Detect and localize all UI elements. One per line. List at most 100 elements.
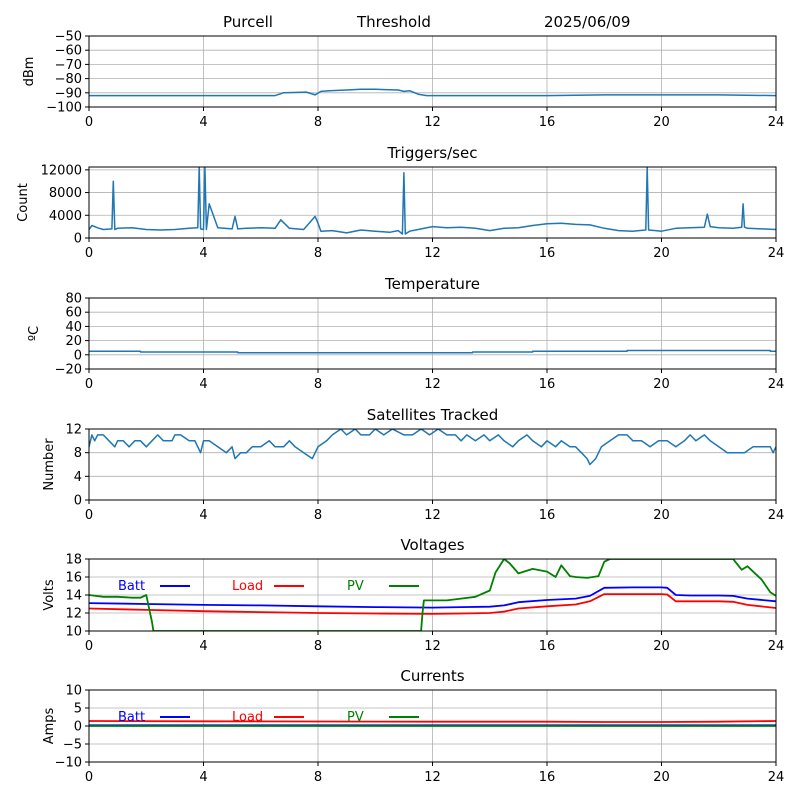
panel-title: Satellites Tracked [367, 406, 498, 424]
x-tick-label: 16 [539, 246, 556, 261]
y-tick-label: 12 [65, 423, 82, 438]
x-tick-label: 0 [85, 246, 93, 261]
header-station: Purcell [223, 13, 273, 31]
x-tick-label: 4 [199, 508, 207, 523]
x-tick-label: 4 [199, 639, 207, 654]
legend-label-pv: PV [347, 579, 364, 594]
series-line-load [89, 720, 776, 723]
x-tick-label: 0 [85, 508, 93, 523]
legend-label-batt: Batt [118, 579, 145, 594]
figure-header: Purcell Threshold 2025/06/09 [223, 13, 630, 31]
y-tick-label: −80 [55, 72, 82, 87]
y-axis-label: dBm [22, 57, 37, 87]
chart-threshold: 0 4 8 12 16 20 24 −50−60−70−80−90−100 dBm [22, 30, 784, 131]
x-tick-label: 8 [314, 115, 322, 130]
x-tick-label: 0 [85, 115, 93, 130]
y-tick-label: 10 [65, 625, 82, 640]
y-tick-label: 0 [74, 232, 82, 247]
y-axis-label: ºC [27, 326, 42, 341]
x-tick-label: 16 [539, 508, 556, 523]
y-axis-label: Number [42, 438, 57, 491]
y-tick-label: 16 [65, 571, 82, 586]
y-tick-label: −20 [55, 363, 82, 378]
series-line-main [89, 88, 776, 97]
x-tick-label: 0 [85, 770, 93, 785]
x-tick-label: 8 [314, 508, 322, 523]
x-tick-label: 12 [424, 639, 441, 654]
panel-title: Voltages [400, 536, 464, 554]
x-tick-label: 12 [424, 770, 441, 785]
x-tick-label: 12 [424, 246, 441, 261]
y-tick-label: 8 [74, 446, 82, 461]
y-tick-label: 60 [65, 306, 82, 321]
series-line-main [89, 349, 776, 354]
header-metric: Threshold [356, 13, 431, 31]
x-tick-label: 24 [768, 377, 785, 392]
y-tick-label: 0 [74, 494, 82, 509]
y-tick-label: −60 [55, 44, 82, 59]
x-tick-label: 0 [85, 377, 93, 392]
y-tick-label: 80 [65, 292, 82, 307]
x-tick-label: 24 [768, 639, 785, 654]
x-tick-label: 4 [199, 770, 207, 785]
x-tick-label: 20 [653, 377, 670, 392]
chart-satellites: 0 4 8 12 16 20 24 0 4 8 12 Satellites Tracked Number [42, 406, 784, 523]
legend-label-load: Load [232, 710, 263, 725]
x-tick-label: 12 [424, 115, 441, 130]
legend-label-load: Load [232, 579, 263, 594]
x-tick-label: 4 [199, 246, 207, 261]
y-tick-label: 14 [65, 589, 82, 604]
y-axis-label: Amps [42, 707, 57, 744]
x-tick-label: 20 [653, 246, 670, 261]
x-tick-label: 8 [314, 770, 322, 785]
panel-title: Currents [400, 667, 464, 685]
x-tick-label: 20 [653, 508, 670, 523]
y-tick-label: −50 [55, 30, 82, 45]
x-tick-label: 24 [768, 115, 785, 130]
y-tick-label: 8000 [49, 186, 82, 201]
chart-voltages: 0 4 8 12 16 20 24 10 12 14 16 18 Voltages Volts Batt Lo… [42, 536, 784, 654]
y-tick-label: 0 [74, 720, 82, 735]
x-tick-label: 20 [653, 770, 670, 785]
chart-currents: 0 4 8 12 16 20 24 −10 −5 0 5 10 Currents Amps Batt Load… [42, 667, 784, 785]
y-tick-label: 10 [65, 684, 82, 699]
y-tick-label: −90 [55, 86, 82, 101]
x-tick-label: 8 [314, 639, 322, 654]
x-tick-label: 20 [653, 639, 670, 654]
header-date: 2025/06/09 [544, 13, 630, 31]
legend-label-pv: PV [347, 710, 364, 725]
y-tick-label: 12 [65, 607, 82, 622]
y-axis-label: Volts [42, 579, 57, 611]
x-tick-label: 4 [199, 377, 207, 392]
series-line-batt [89, 586, 776, 609]
x-tick-label: 12 [424, 377, 441, 392]
y-axis-label: Count [16, 183, 31, 222]
chart-triggers: 0 4 8 12 16 20 24 0 4000 8000 12000 Triggers/sec Cou… [16, 144, 784, 261]
y-tick-label: 18 [65, 553, 82, 568]
y-tick-label: 20 [65, 334, 82, 349]
y-tick-label: −70 [55, 58, 82, 73]
x-tick-label: 16 [539, 770, 556, 785]
x-tick-label: 8 [314, 246, 322, 261]
y-tick-label: 12000 [41, 163, 82, 178]
series-line-main [89, 429, 776, 466]
series-line-main [89, 167, 776, 235]
x-tick-label: 24 [768, 508, 785, 523]
series-line-load [89, 593, 776, 615]
y-tick-label: 5 [74, 702, 82, 717]
x-tick-label: 24 [768, 770, 785, 785]
y-tick-label: 40 [65, 320, 82, 335]
y-tick-label: 4000 [49, 209, 82, 224]
x-tick-label: 20 [653, 115, 670, 130]
x-tick-label: 24 [768, 246, 785, 261]
y-tick-label: −100 [46, 101, 82, 116]
legend-label-batt: Batt [118, 710, 145, 725]
y-tick-label: 4 [74, 470, 82, 485]
panel-title: Temperature [384, 275, 480, 293]
series-line-pv [89, 559, 776, 631]
x-tick-label: 16 [539, 377, 556, 392]
y-tick-label: −5 [63, 738, 82, 753]
